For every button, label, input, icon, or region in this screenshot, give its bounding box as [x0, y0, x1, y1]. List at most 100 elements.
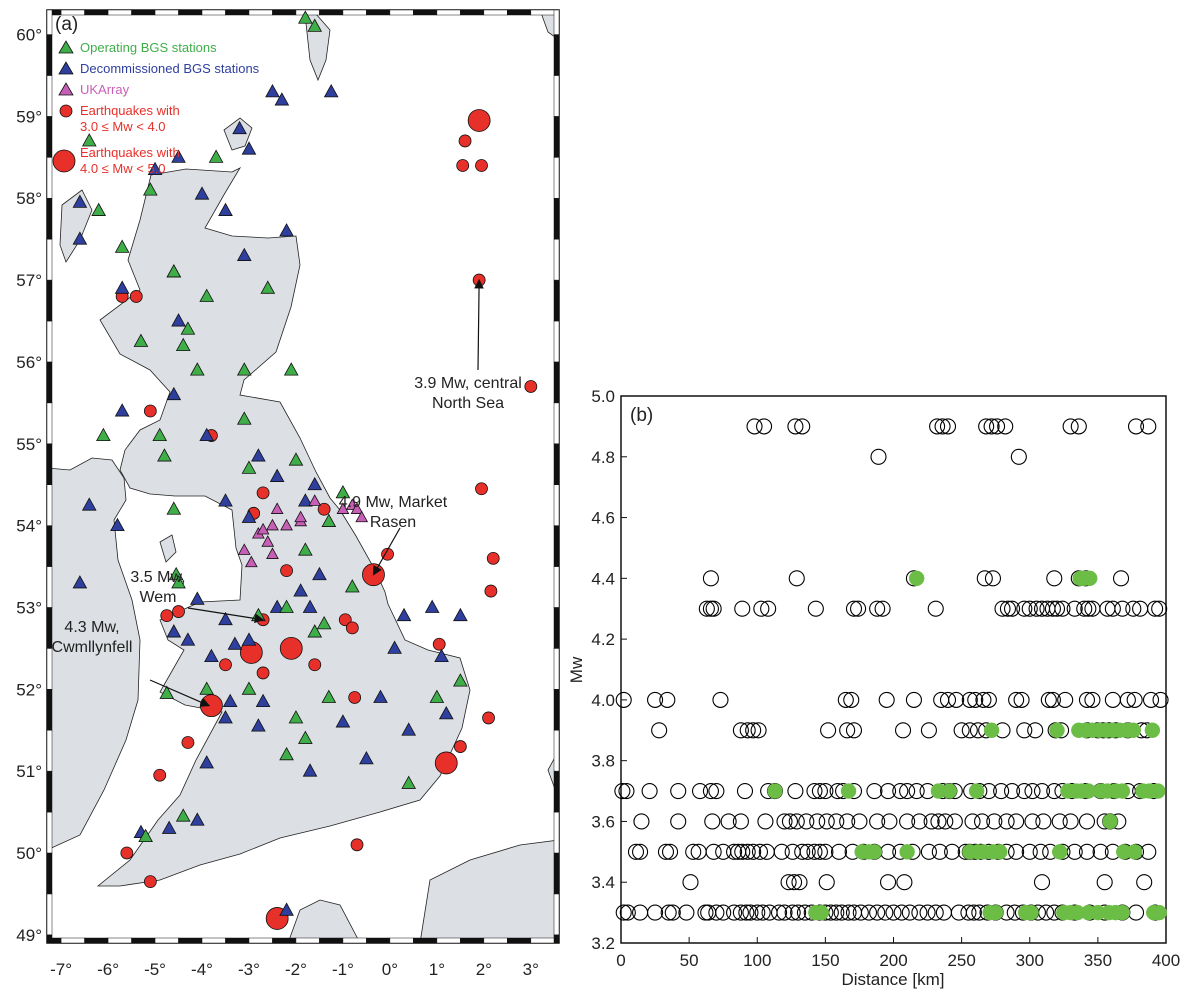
panel-a-label: (a): [55, 14, 78, 35]
operating-station-marker: [91, 202, 106, 216]
y-axis-label: Mw: [567, 656, 586, 683]
border-segment: [225, 9, 250, 16]
data-point-filled: [813, 904, 830, 921]
data-point-open: [818, 874, 835, 891]
map-y-tick-label: 50°: [16, 844, 42, 863]
data-point-open: [726, 843, 743, 860]
decommissioned-station-marker: [434, 648, 449, 662]
operating-station-marker: [81, 133, 97, 147]
data-point-open: [806, 783, 823, 800]
data-point-open: [820, 722, 837, 739]
operating-station-marker: [429, 689, 445, 703]
data-point-filled: [1049, 722, 1065, 739]
data-point-filled: [1114, 783, 1131, 799]
data-point-open: [934, 418, 951, 435]
operating-station-marker: [307, 624, 323, 638]
earthquake-marker: [338, 613, 352, 627]
decommissioned-station-marker: [269, 599, 285, 613]
operating-station-marker: [241, 460, 257, 474]
border-segment: [553, 484, 560, 526]
data-point-open: [1092, 843, 1109, 860]
data-point-open: [614, 783, 631, 800]
data-point-open: [1080, 600, 1097, 617]
data-point-open: [927, 600, 944, 617]
data-point-open: [939, 691, 957, 708]
x-tick-label: 100: [743, 951, 771, 970]
border-segment: [107, 9, 132, 16]
border-segment: [46, 238, 53, 281]
data-point-open: [984, 570, 1002, 587]
data-point-open: [1008, 813, 1025, 830]
earthquake-marker: [524, 380, 538, 393]
panel-b-label: (b): [630, 405, 653, 426]
earthquake-marker: [381, 547, 394, 561]
map-x-tick-label: 3°: [523, 960, 539, 979]
data-point-open: [787, 783, 804, 800]
border-segment: [483, 937, 508, 944]
data-point-filled: [941, 783, 958, 799]
operating-station-marker: [199, 288, 215, 302]
decommissioned-station-marker: [171, 313, 186, 327]
data-point-open: [978, 418, 995, 435]
earthquake-marker: [317, 502, 331, 516]
border-segment: [46, 811, 53, 854]
border-segment: [553, 34, 560, 76]
data-point-filled: [866, 844, 883, 860]
data-point-filled: [983, 722, 1000, 739]
data-point-open: [931, 843, 948, 860]
earthquake-marker: [486, 551, 500, 565]
border-segment: [436, 937, 461, 944]
data-point-open: [726, 904, 743, 921]
data-point-open: [960, 904, 977, 921]
ukarray-station-marker: [280, 518, 293, 531]
data-point-open: [678, 904, 695, 921]
earthquake-marker: [120, 846, 134, 860]
data-point-open: [785, 874, 803, 891]
data-point-filled: [1144, 722, 1161, 739]
border-segment: [342, 937, 367, 944]
border-segment: [46, 320, 53, 363]
decommissioned-station-marker: [110, 517, 125, 532]
data-point-open: [1127, 418, 1145, 435]
decommissioned-station-marker: [222, 693, 238, 708]
data-point-open: [704, 813, 721, 830]
decommissioned-station-marker: [199, 427, 215, 442]
data-point-open: [787, 418, 804, 435]
border-segment: [84, 937, 109, 944]
legend-label: Operating BGS stations: [80, 40, 217, 55]
data-point-open: [1114, 600, 1131, 617]
operating-station-marker: [335, 485, 351, 499]
data-point-open: [817, 783, 834, 800]
operating-station-marker: [298, 730, 313, 744]
map-annotations: 3.9 Mw, central North Sea 4.9 Mw, Market Ra…: [52, 278, 522, 707]
y-tick-label: 3.6: [591, 812, 615, 831]
data-point-open: [1028, 600, 1045, 617]
data-point-open: [647, 691, 664, 708]
map-x-tick-label: 1°: [429, 960, 445, 979]
data-point-open: [893, 904, 910, 921]
border-segment: [530, 937, 555, 944]
decommissioned-station-marker: [241, 509, 257, 523]
data-point-open: [818, 813, 835, 830]
legend-symbol: [59, 104, 73, 118]
data-point-open: [930, 813, 947, 830]
operating-station-marker: [133, 333, 149, 347]
border-segment: [460, 937, 485, 944]
earthquake-marker: [345, 621, 359, 635]
border-segment: [553, 525, 560, 567]
data-point-open: [840, 904, 857, 921]
data-point-open: [879, 783, 897, 800]
x-tick-label: 50: [680, 951, 699, 970]
operating-station-marker: [159, 685, 175, 699]
legend-label: Earthquakes with 4.0 ≤ Mw < 5.0: [80, 145, 180, 176]
map-annotation-arrow: [474, 278, 484, 371]
decommissioned-station-marker: [335, 714, 351, 728]
data-point-open: [817, 843, 834, 860]
data-point-open: [1147, 600, 1164, 617]
ireland-landmass: [46, 457, 141, 851]
decommissioned-station-marker: [114, 280, 130, 294]
border-segment: [131, 937, 156, 944]
x-tick-label: 0: [616, 951, 625, 970]
earthquake-marker: [308, 658, 322, 672]
data-point-open: [860, 904, 878, 921]
